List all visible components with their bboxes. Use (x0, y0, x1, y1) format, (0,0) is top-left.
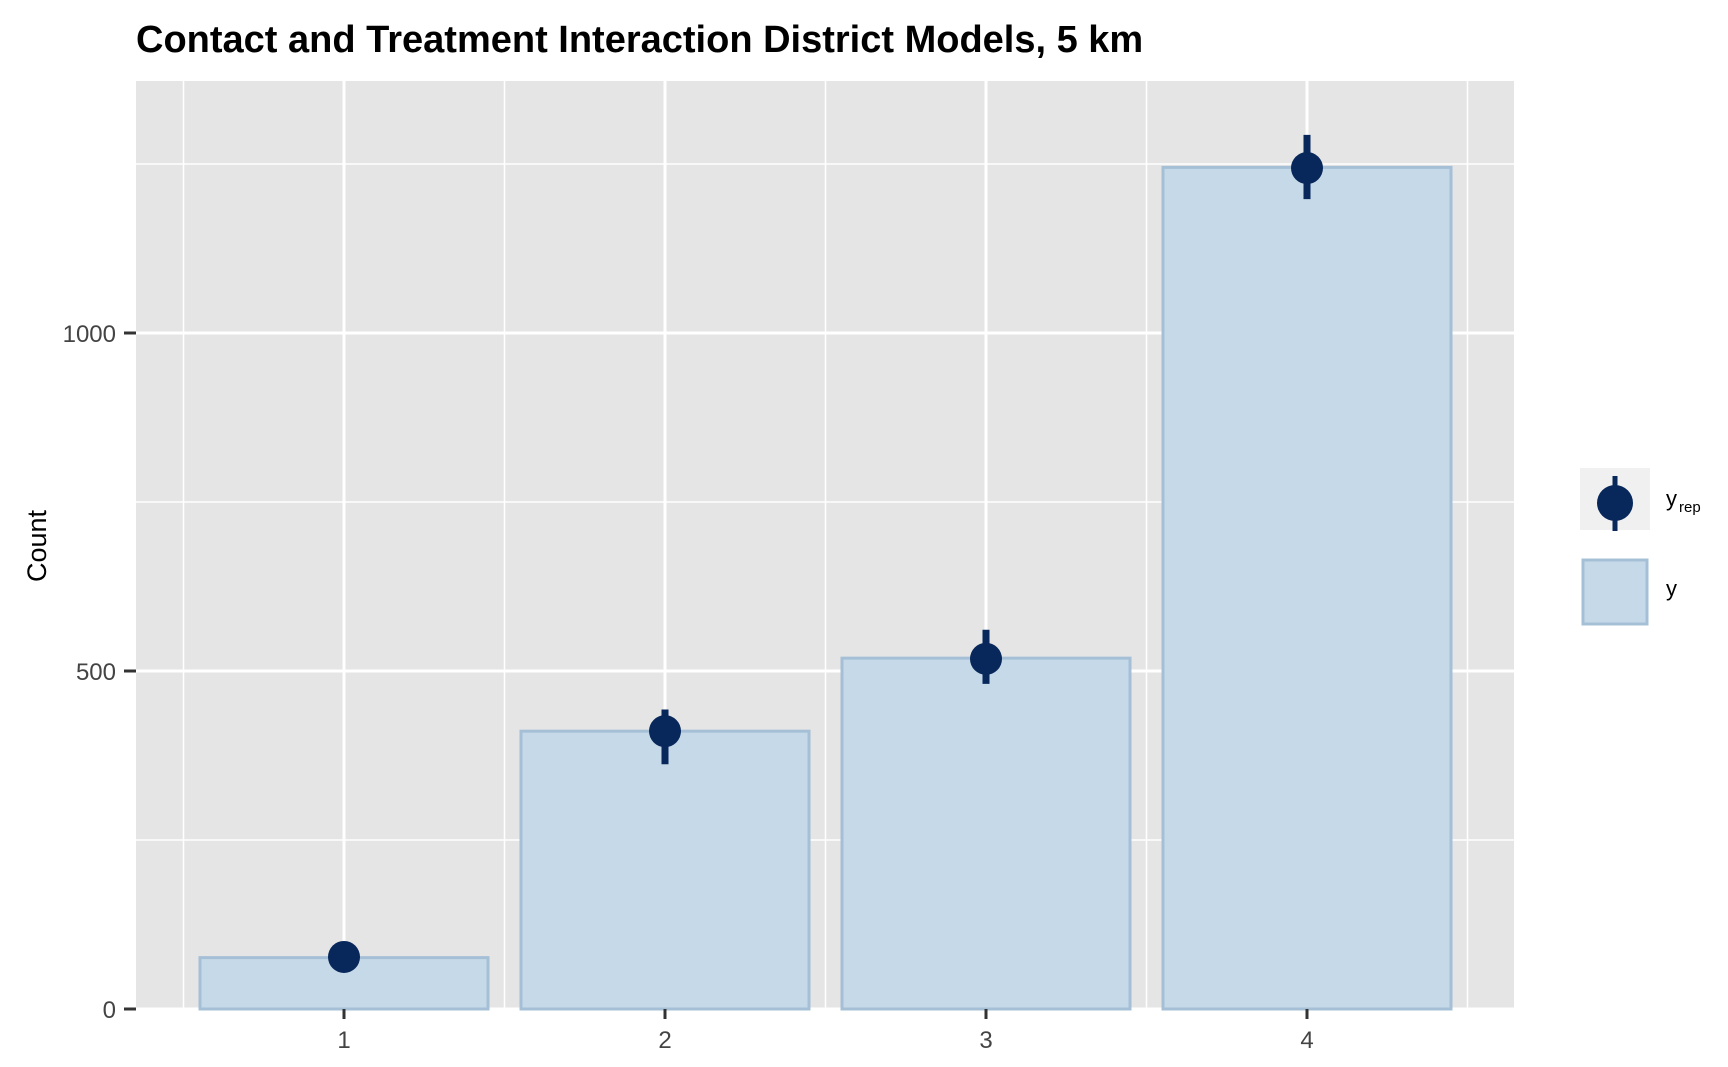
axis-layer: 0 500 1000 1 2 3 4 (63, 321, 1314, 1054)
y-tick-label: 500 (76, 659, 116, 686)
bar-4 (1161, 165, 1453, 1011)
legend-key-y (1581, 558, 1649, 626)
legend-yrep-point (1597, 485, 1633, 521)
legend: y rep y (1580, 468, 1701, 626)
x-tick-label: 2 (658, 1027, 671, 1054)
legend-label-yrep-main: y (1666, 486, 1677, 511)
points-layer (328, 134, 1323, 973)
yrep-point-2 (649, 715, 681, 748)
x-tick-label: 1 (337, 1027, 350, 1054)
x-tick-label: 3 (979, 1027, 992, 1054)
legend-label-yrep-sub: rep (1679, 499, 1701, 516)
yrep-point-3 (970, 642, 1002, 675)
legend-label-y: y (1666, 576, 1677, 601)
legend-label-yrep: y rep (1666, 486, 1701, 516)
yrep-point-4 (1291, 152, 1323, 185)
chart-title: Contact and Treatment Interaction Distri… (136, 19, 1143, 61)
bar-3 (840, 656, 1132, 1011)
y-axis-title: Count (22, 509, 52, 582)
bars-layer (198, 165, 1453, 1011)
x-tick-label: 4 (1300, 1027, 1313, 1054)
y-tick-label: 0 (103, 997, 116, 1024)
bar-2 (519, 729, 811, 1011)
yrep-point-1 (328, 940, 360, 973)
y-tick-label: 1000 (63, 321, 116, 348)
